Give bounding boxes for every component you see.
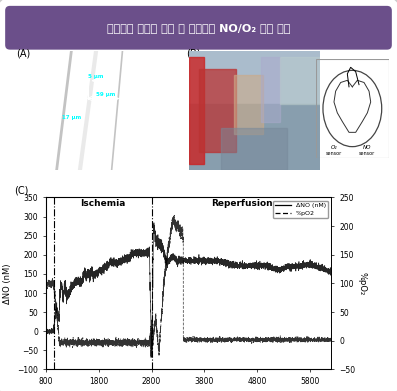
Bar [189, 51, 320, 104]
Text: 17 μm: 17 μm [62, 115, 81, 120]
Text: 59 μm: 59 μm [96, 92, 116, 97]
Text: sensor: sensor [326, 151, 342, 156]
Text: sensor: sensor [359, 151, 376, 156]
Bar [199, 69, 236, 152]
FancyBboxPatch shape [5, 6, 392, 50]
Y-axis label: %pO₂: %pO₂ [357, 272, 366, 295]
Text: O₂: O₂ [331, 145, 337, 150]
Text: Reperfusion: Reperfusion [211, 199, 272, 208]
Text: (B): (B) [187, 49, 201, 59]
Bar [189, 57, 204, 164]
Text: 심근경색 모델을 위한 쥐 심장에서 NO/O₂ 측정 연구: 심근경색 모델을 위한 쥐 심장에서 NO/O₂ 측정 연구 [107, 23, 290, 33]
Bar [260, 57, 280, 122]
Legend: ΔNO (nM), %pO2: ΔNO (nM), %pO2 [273, 201, 328, 218]
Text: (A): (A) [16, 49, 30, 59]
Text: Ischemia: Ischemia [80, 199, 125, 208]
Text: NO: NO [363, 145, 372, 150]
Bar [280, 57, 320, 104]
Bar [222, 128, 287, 170]
Y-axis label: ΔNO (nM): ΔNO (nM) [3, 263, 12, 304]
Text: (C): (C) [14, 186, 28, 196]
Text: 5 μm: 5 μm [89, 74, 104, 79]
Bar [189, 104, 320, 170]
Bar [234, 75, 263, 135]
